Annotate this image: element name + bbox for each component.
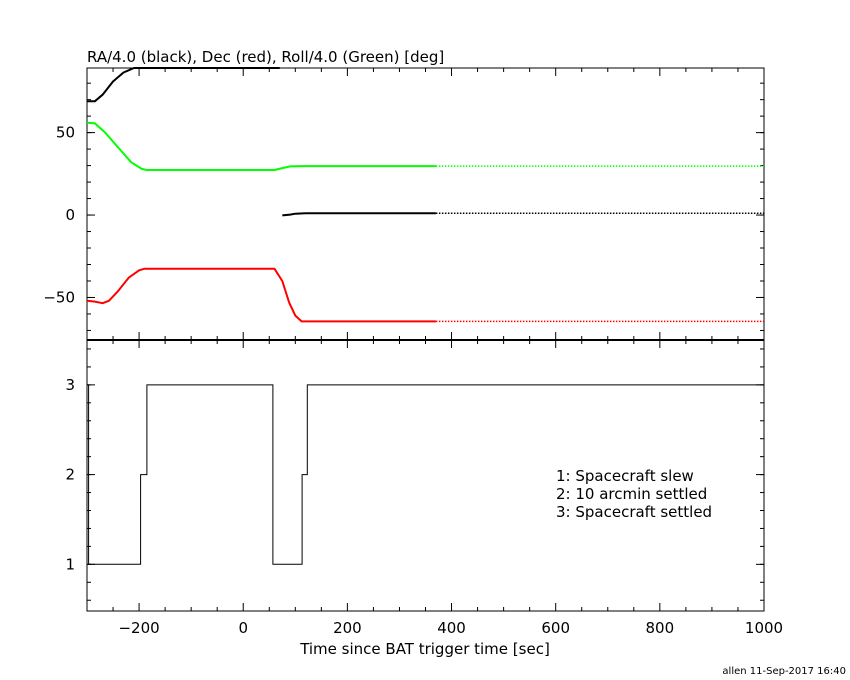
y-tick-label: 0 [65, 206, 75, 224]
x-tick-label: 800 [646, 619, 675, 637]
y-tick-label: 3 [65, 376, 75, 394]
top-series [86, 67, 764, 323]
y-tick-label: 50 [56, 124, 75, 142]
status-step-line [87, 384, 764, 565]
y-tick-label: 1 [65, 555, 75, 573]
top-axes: 50 0 −50 [43, 68, 765, 340]
annotation-settled: 3: Spacecraft settled [556, 503, 712, 521]
x-tick-label: 600 [541, 619, 570, 637]
x-tick-label: 0 [238, 619, 248, 637]
top-panel-frame [86, 67, 765, 341]
x-tick-label: −200 [118, 619, 159, 637]
bottom-axes: 3 2 1 −200 0 200 400 600 800 1000 [65, 340, 783, 637]
series-line [86, 267, 436, 323]
bottom-series [87, 384, 764, 565]
x-axis-label: Time since BAT trigger time [sec] [299, 640, 550, 658]
y-tick-label: 2 [65, 466, 75, 484]
series-line [282, 212, 436, 217]
top-panel-title: RA/4.0 (black), Dec (red), Roll/4.0 (Gre… [87, 48, 444, 66]
y-tick-label: −50 [43, 288, 75, 306]
footer-timestamp: allen 11-Sep-2017 16:40 [722, 666, 846, 677]
annotation-slew: 1: Spacecraft slew [556, 467, 694, 485]
series-line [86, 121, 436, 171]
x-tick-label: 400 [437, 619, 466, 637]
x-tick-label: 1000 [745, 619, 783, 637]
x-tick-label: 200 [333, 619, 362, 637]
annotation-10arcmin: 2: 10 arcmin settled [556, 485, 707, 503]
series-line [87, 67, 280, 103]
